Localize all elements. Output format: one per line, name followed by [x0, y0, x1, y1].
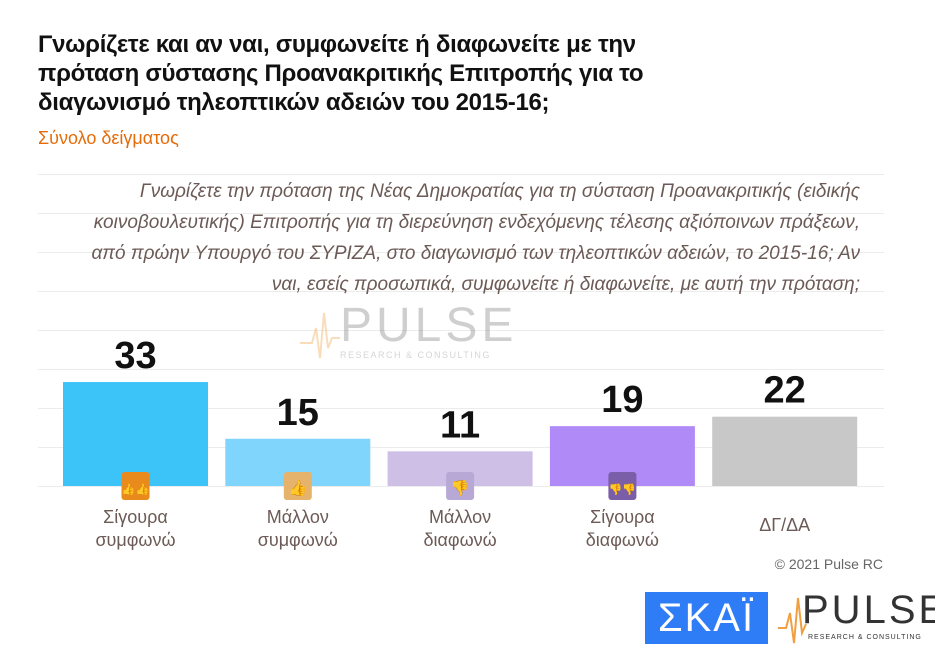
svg-text:👍: 👍: [288, 479, 307, 497]
category-label: Σίγουρα συμφωνώ: [63, 506, 208, 552]
category-label-line: Σίγουρα: [590, 507, 655, 527]
data-label: 22: [764, 370, 806, 412]
pulse-logo: PULSE RESEARCH & CONSULTING: [778, 588, 935, 648]
category-label-line: διαφωνώ: [585, 530, 659, 550]
data-label: 19: [601, 379, 643, 421]
svg-text:👍👍: 👍👍: [122, 483, 149, 496]
double-thumbs-up-icon: 👍👍: [121, 472, 150, 500]
data-label: 33: [114, 335, 156, 377]
category-label-line: συμφωνώ: [95, 530, 176, 550]
gridline: [38, 252, 884, 253]
chart-subtitle: Σύνολο δείγματος: [38, 128, 179, 148]
category-label: ΔΓ/ΔΑ: [712, 514, 857, 537]
skai-logo: ΣΚΑΪ: [645, 592, 768, 644]
category-label-line: ΔΓ/ΔΑ: [759, 515, 811, 535]
copyright: © 2021 Pulse RC: [774, 556, 883, 572]
gridline: [38, 330, 884, 331]
category-label-line: Σίγουρα: [103, 507, 168, 527]
gridline: [38, 291, 884, 292]
bar-4: [712, 416, 858, 486]
category-label: Σίγουρα διαφωνώ: [550, 506, 695, 552]
data-label: 15: [277, 392, 319, 434]
category-label: Μάλλον διαφωνώ: [388, 506, 533, 552]
category-label-line: Μάλλον: [429, 507, 492, 527]
gridline: [38, 447, 884, 448]
thumbs-down-icon: 👎: [446, 472, 475, 500]
data-label: 11: [440, 404, 480, 446]
pulse-watermark: PULSE RESEARCH & CONSULTING: [300, 298, 515, 368]
chart-title: Γνωρίζετε και αν ναι, συμφωνείτε ή διαφω…: [38, 31, 644, 116]
svg-text:👎👎: 👎👎: [609, 483, 636, 496]
thumbs-up-icon: 👍: [283, 472, 312, 500]
gridline: [38, 174, 884, 175]
gridline: [38, 213, 884, 214]
gridline: [38, 369, 884, 370]
category-label-line: διαφωνώ: [423, 530, 497, 550]
category-label-line: συμφωνώ: [257, 530, 338, 550]
double-thumbs-down-icon: 👎👎: [608, 472, 637, 500]
category-label: Μάλλον συμφωνώ: [225, 506, 370, 552]
bar-0: [63, 382, 208, 486]
category-label-line: Μάλλον: [266, 507, 329, 527]
question-text: Γνωρίζετε την πρόταση της Νέας Δημοκρατί…: [91, 181, 860, 295]
gridline: [38, 408, 884, 409]
svg-text:👎: 👎: [451, 479, 470, 497]
